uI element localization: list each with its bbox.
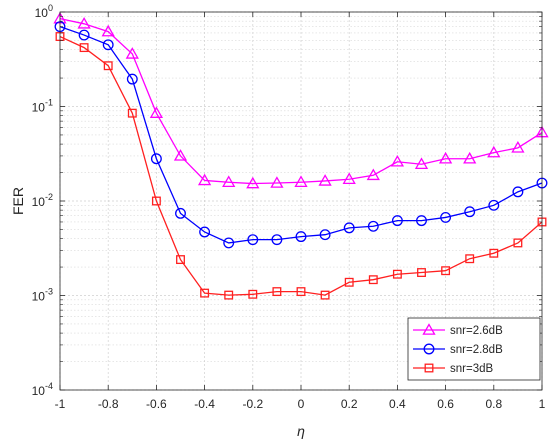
data-point [294, 175, 308, 188]
data-point [368, 275, 378, 285]
data-point [319, 229, 331, 241]
data-point [440, 211, 452, 223]
series-line [59, 26, 543, 244]
data-point [224, 290, 234, 300]
data-point [246, 176, 260, 189]
x-tick-label: 0.4 [389, 397, 406, 411]
data-point [176, 255, 185, 265]
data-point [342, 172, 356, 184]
data-point [512, 186, 524, 198]
data-point [79, 43, 89, 53]
legend-label: snr=3dB [450, 363, 493, 375]
y-tick-label: 10-3 [32, 287, 53, 304]
data-point [487, 145, 501, 158]
data-point [149, 106, 164, 118]
series-triangle [53, 11, 549, 189]
data-point [199, 226, 211, 238]
legend-label: snr=2.6dB [450, 325, 503, 337]
data-point [391, 215, 403, 227]
axis-ticks [59, 11, 543, 391]
data-point [78, 29, 90, 41]
data-point [223, 237, 235, 249]
legend: snr=2.6dB snr=2.8dB snr=3dB [407, 317, 541, 381]
data-point [422, 323, 436, 335]
data-point [126, 73, 138, 85]
legend-entry: snr=3dB [413, 363, 493, 375]
y-tick-label: 100 [35, 3, 53, 20]
data-point [295, 231, 307, 243]
data-point [424, 363, 434, 373]
data-point [513, 238, 523, 248]
data-point [320, 290, 330, 300]
data-point [127, 108, 137, 118]
data-point [247, 234, 259, 246]
data-point [271, 234, 283, 246]
data-point [343, 222, 355, 234]
data-point [272, 287, 282, 297]
y-axis-label: FER [10, 187, 26, 215]
legend-label: snr=2.8dB [450, 344, 503, 356]
y-tick-labels: 100 10-1 10-2 10-3 10-4 [32, 3, 53, 398]
data-point [417, 268, 426, 277]
x-tick-label: -1 [55, 397, 66, 411]
data-point [488, 199, 500, 211]
x-tick-label: -0.4 [194, 397, 215, 411]
data-point [151, 196, 161, 206]
data-point [248, 289, 258, 299]
y-tick-label: 10-1 [32, 98, 53, 115]
data-point [101, 24, 115, 37]
data-point [197, 173, 212, 186]
data-point [438, 151, 453, 164]
x-tick-label: 1 [539, 397, 546, 411]
data-point [489, 248, 499, 258]
data-point [366, 168, 380, 181]
data-point [367, 220, 379, 232]
data-point [150, 153, 162, 165]
data-point [222, 175, 236, 188]
series-square [55, 32, 547, 300]
x-tick-label: -0.8 [98, 397, 119, 411]
data-point [125, 47, 139, 59]
y-tick-label: 10-4 [32, 381, 53, 398]
data-point [270, 176, 284, 188]
y-tick-label: 10-2 [32, 192, 53, 209]
data-point [441, 266, 451, 276]
x-tick-label: 0.8 [485, 397, 502, 411]
x-tick-label: -0.6 [146, 397, 167, 411]
data-point [414, 157, 429, 169]
series-line [59, 35, 543, 296]
x-tick-label: 0.6 [437, 397, 454, 411]
legend-entry: snr=2.8dB [413, 343, 503, 356]
series-line [59, 18, 543, 185]
data-point [464, 206, 476, 218]
data-point [102, 39, 114, 51]
data-point [318, 174, 332, 186]
data-point [175, 207, 186, 219]
series-layer [53, 11, 549, 300]
data-point [511, 141, 525, 153]
data-point [423, 343, 435, 355]
legend-entry: snr=2.6dB [413, 323, 503, 337]
x-axis-label: η [297, 423, 305, 439]
data-point [173, 149, 188, 161]
data-point [416, 215, 427, 227]
x-tick-label: 0 [298, 397, 305, 411]
data-point [200, 288, 210, 298]
data-point [465, 254, 475, 264]
data-point [344, 277, 354, 287]
x-tick-labels: -1 -0.8 -0.6 -0.4 -0.2 0 0.2 0.4 0.6 0.8 1 [55, 397, 546, 411]
data-point [390, 154, 405, 167]
data-point [463, 151, 477, 164]
x-tick-label: 0.2 [341, 397, 358, 411]
data-point [77, 16, 91, 29]
data-point [103, 61, 113, 71]
series-circle [54, 21, 548, 249]
x-tick-label: -0.2 [242, 397, 263, 411]
data-point [392, 269, 402, 279]
data-point [296, 287, 306, 297]
